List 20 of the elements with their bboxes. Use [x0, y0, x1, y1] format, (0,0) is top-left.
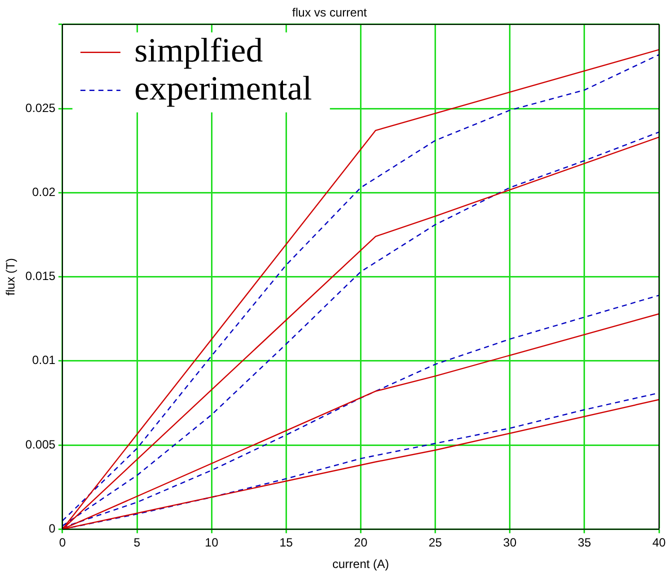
x-tick-label: 10: [204, 536, 219, 550]
x-tick-label: 40: [652, 536, 666, 550]
x-axis-title: current (A): [332, 557, 390, 572]
y-axis-title: flux (T): [4, 258, 18, 296]
chart-title: flux vs current: [292, 6, 368, 20]
y-tick-label: 0: [48, 522, 56, 536]
x-tick-label: 15: [279, 536, 294, 550]
y-tick-label: 0.015: [25, 269, 56, 284]
y-tick-label: 0.02: [32, 184, 56, 199]
y-tick-label: 0.01: [32, 353, 56, 368]
legend-label: simplfied: [134, 32, 263, 70]
x-tick-label: 35: [578, 536, 592, 550]
legend-label: experimental: [134, 70, 312, 108]
x-tick-label: 30: [503, 536, 517, 550]
x-tick-label: 0: [59, 536, 66, 550]
x-tick-label: 25: [428, 536, 442, 550]
y-tick-label: 0.005: [25, 437, 56, 452]
y-tick-label: 0.025: [25, 100, 56, 115]
x-tick-label: 5: [134, 536, 141, 550]
x-tick-label: 20: [354, 536, 368, 550]
